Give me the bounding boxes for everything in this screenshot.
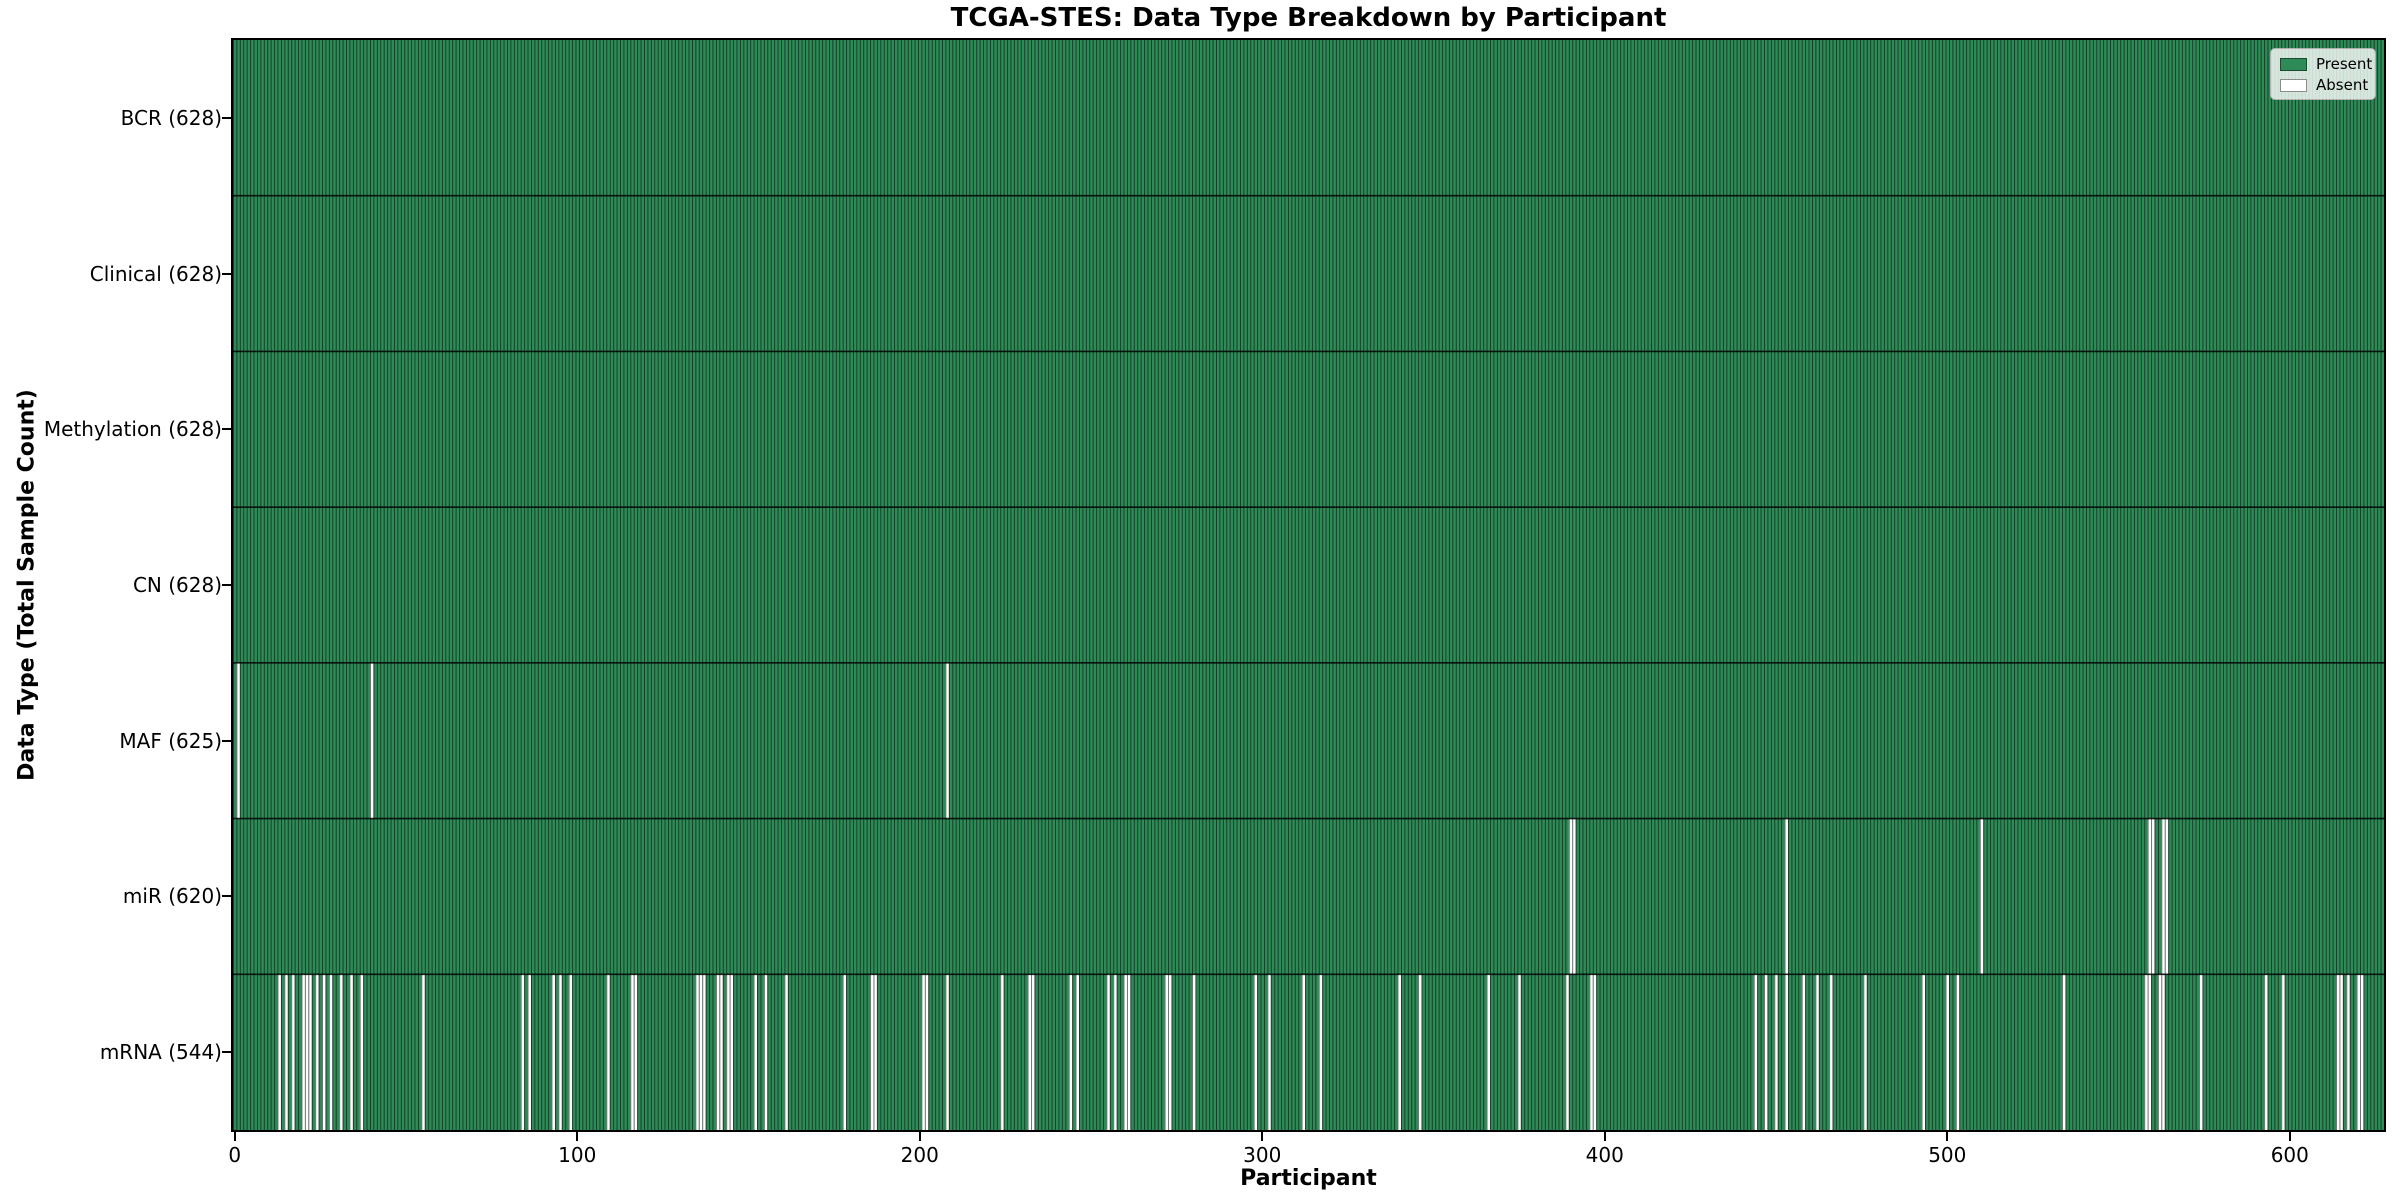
ytick-label-CN: CN (628)	[132, 573, 222, 597]
xtick-label: 400	[1585, 1143, 1624, 1167]
ytick-label-MAF: MAF (625)	[119, 728, 222, 753]
xtick-label: 300	[1243, 1143, 1282, 1167]
xtick-mark	[233, 1132, 236, 1141]
xtick-label: 100	[558, 1143, 597, 1167]
legend-swatch-icon	[2280, 78, 2307, 92]
ytick-mark	[222, 272, 231, 275]
legend-swatch-icon	[2280, 57, 2307, 71]
xtick-mark	[576, 1132, 579, 1141]
ytick-mark	[222, 739, 231, 742]
ytick-label-mRNA: mRNA (544)	[99, 1040, 222, 1065]
ytick-label-BCR: BCR (628)	[120, 105, 222, 130]
ytick-label-Clinical: Clinical (628)	[89, 261, 222, 286]
chart-canvas	[233, 40, 2384, 1130]
plot-area	[231, 38, 2386, 1132]
xtick-mark	[1946, 1132, 1949, 1141]
xtick-label: 500	[1928, 1143, 1967, 1167]
xtick-label: 200	[900, 1143, 939, 1167]
legend-entry-absent: Absent	[2280, 76, 2369, 94]
xtick-label: 600	[2270, 1143, 2309, 1167]
xtick-mark	[1603, 1132, 1606, 1141]
legend: Present Absent	[2270, 48, 2376, 100]
ytick-label-miR: miR (620)	[122, 884, 222, 909]
ytick-mark	[222, 584, 231, 586]
legend-label: Absent	[2316, 76, 2369, 94]
ytick-mark	[222, 428, 231, 431]
legend-entry-present: Present	[2280, 56, 2372, 72]
ytick-label-Methylation: Methylation (628)	[43, 417, 222, 442]
xtick-mark	[1261, 1132, 1264, 1141]
ytick-mark	[222, 1051, 231, 1054]
xtick-mark	[918, 1132, 921, 1141]
xtick-label: 0	[228, 1143, 242, 1167]
xtick-mark	[2288, 1132, 2291, 1141]
ytick-mark	[222, 895, 231, 898]
ytick-mark	[222, 116, 231, 119]
legend-label: Present	[2316, 55, 2373, 73]
x-axis-label: Participant	[1240, 1166, 1377, 1191]
chart-title: TCGA-STES: Data Type Breakdown by Partic…	[950, 3, 1667, 33]
